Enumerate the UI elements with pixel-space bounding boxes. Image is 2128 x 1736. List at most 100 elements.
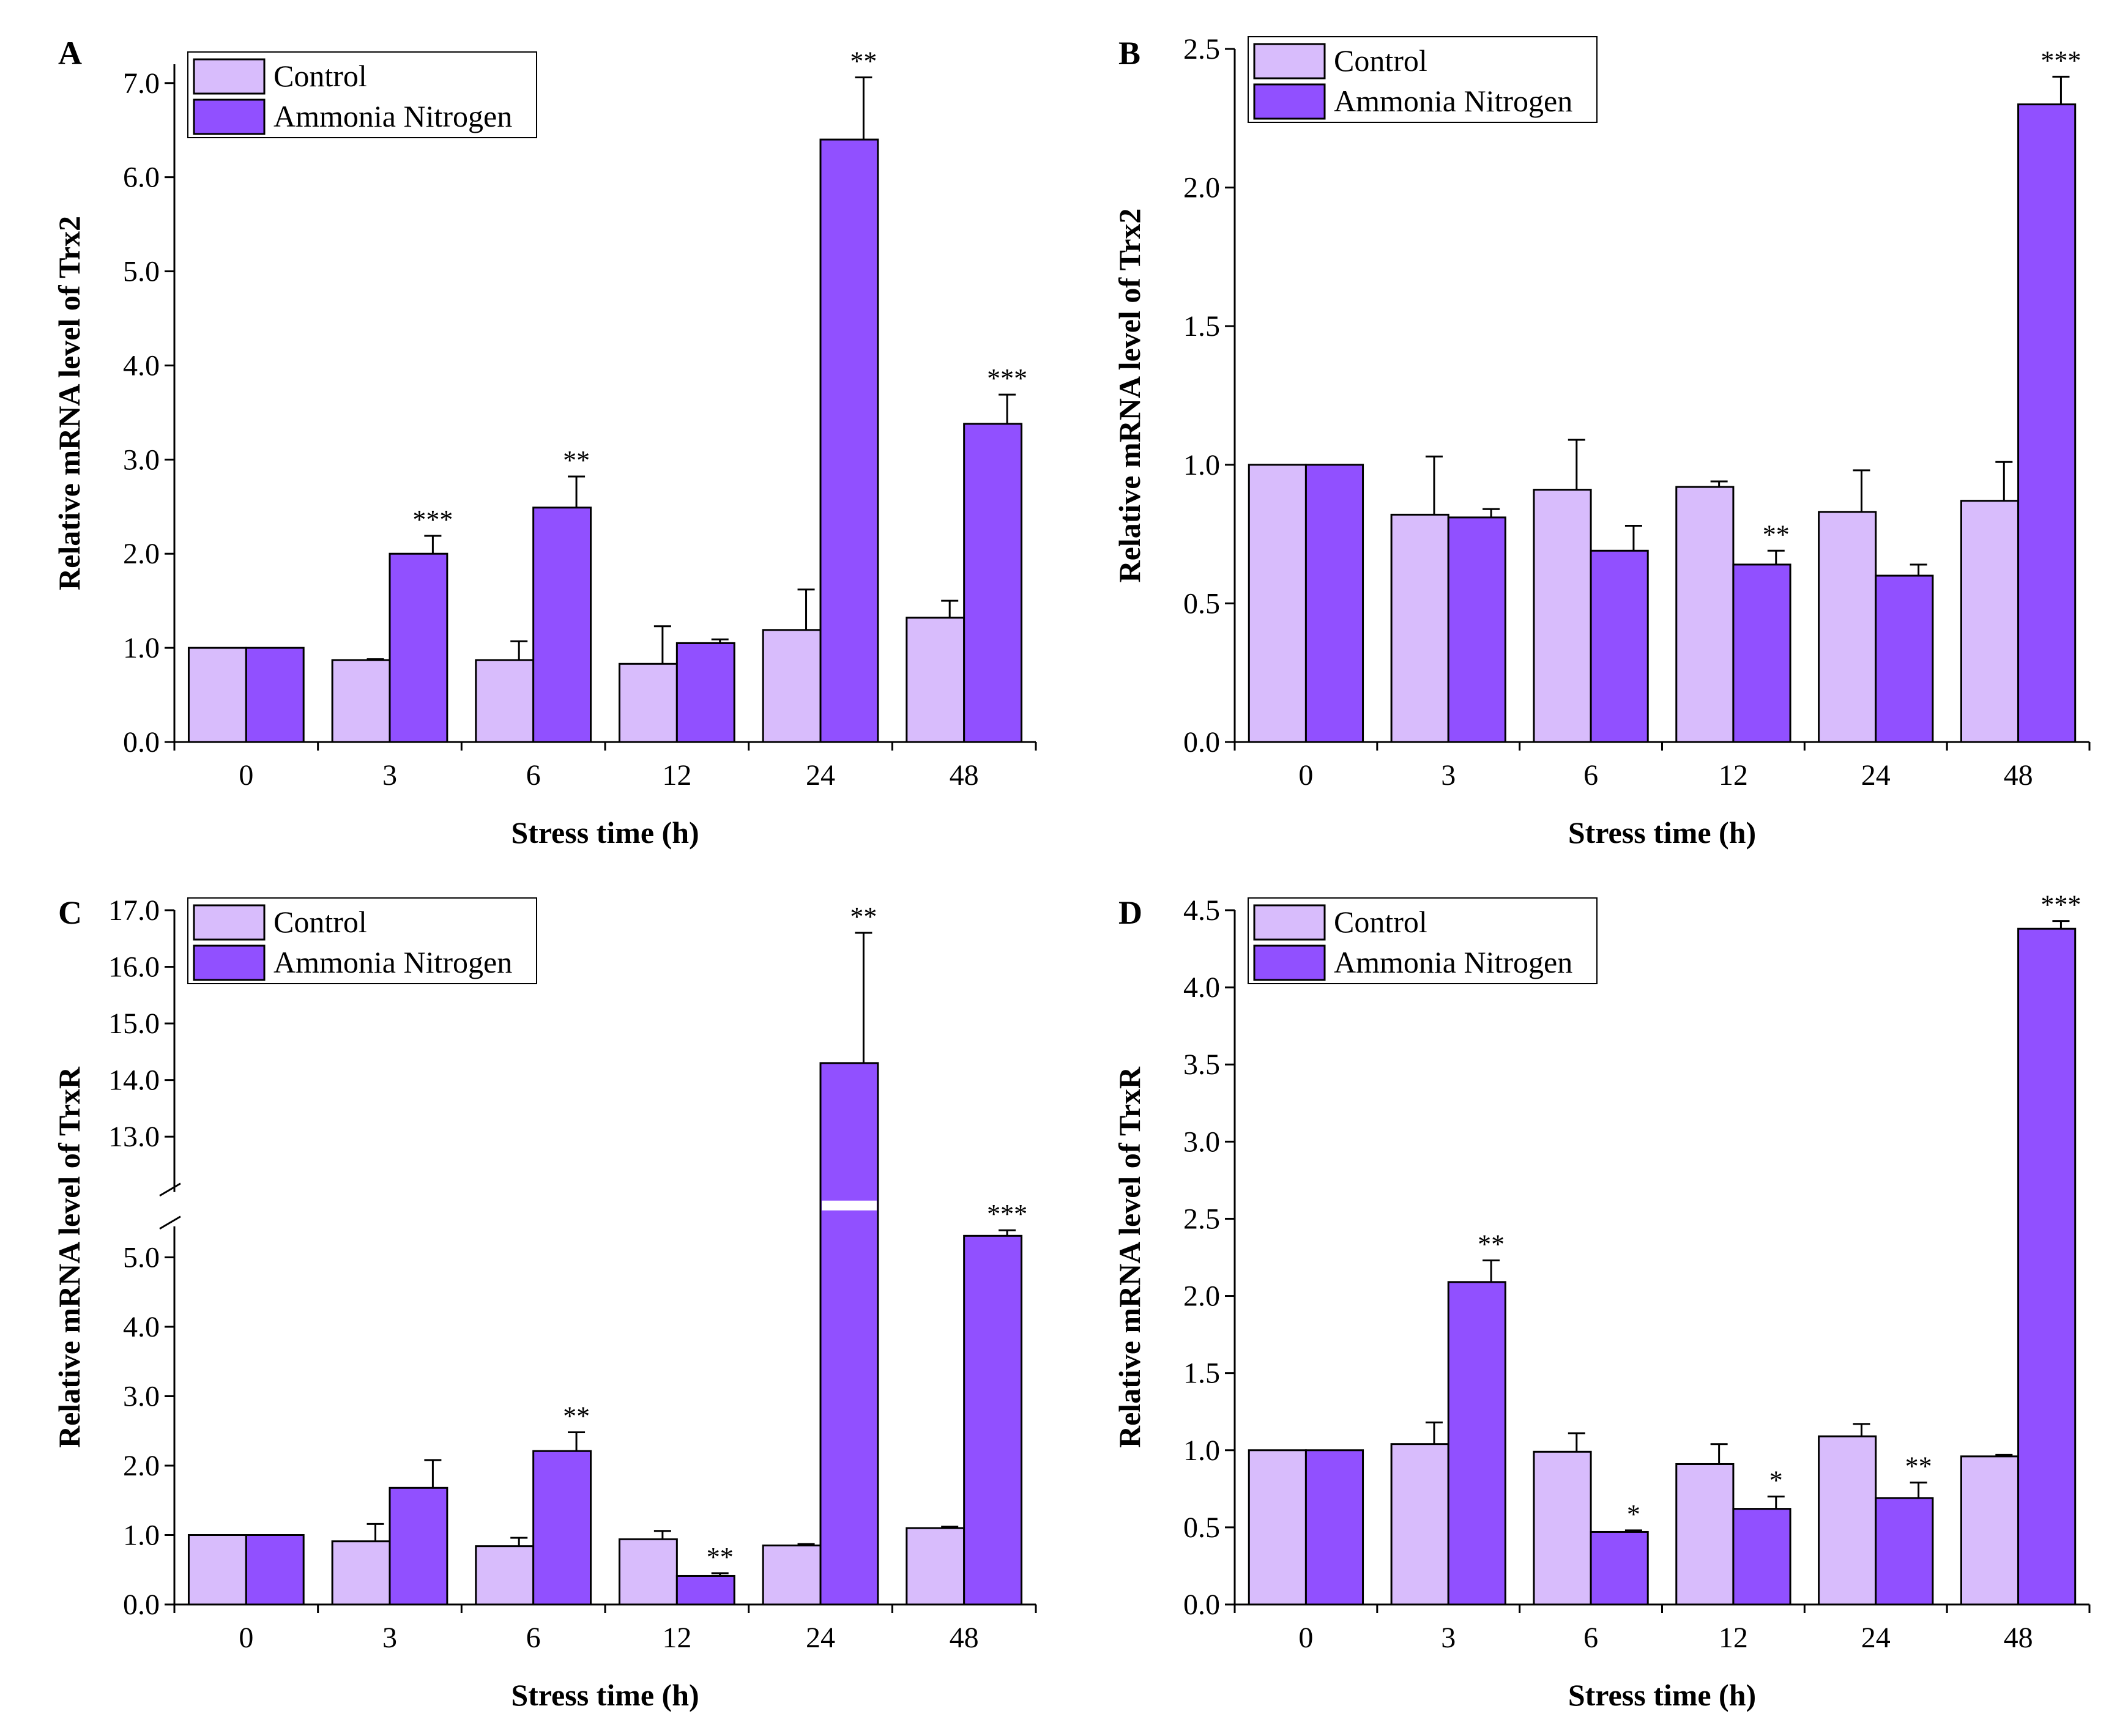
significance-group: *********	[1478, 890, 2081, 1529]
ammonia-bar-48	[2017, 927, 2077, 1606]
x-tick-label: 3	[1441, 759, 1456, 792]
control-bar-48	[906, 1527, 965, 1606]
control-bar-48	[906, 617, 965, 743]
x-tick-label: 6	[1583, 1622, 1598, 1654]
legend-swatch-control	[193, 904, 266, 941]
x-axis-title: Stress time (h)	[511, 815, 699, 850]
control-bar-0	[187, 647, 247, 743]
y-tick-label: 4.0	[123, 1311, 160, 1343]
y-tick-label: 1.5	[1183, 1357, 1220, 1390]
y-tick-label: 1.0	[123, 1519, 160, 1552]
axis-break-mark	[159, 1182, 181, 1197]
x-tick-label: 48	[2004, 1622, 2033, 1654]
y-tick-label: 0.5	[1183, 1512, 1220, 1544]
significance-marker: ***	[987, 363, 1027, 393]
ammonia-bar-0	[1304, 464, 1364, 743]
legend-swatch-ammonia	[193, 98, 266, 135]
ammonia-bar-0	[1304, 1449, 1364, 1606]
x-tick-label: 48	[950, 759, 979, 792]
ammonia-bar-24	[1875, 1497, 1934, 1606]
ammonia-bar-3	[389, 552, 448, 743]
x-tick-label: 6	[526, 1622, 541, 1654]
y-tick-label: 14.0	[108, 1064, 160, 1097]
x-tick-label: 12	[1719, 759, 1748, 792]
ammonia-bar-12	[1732, 1508, 1791, 1606]
y-tick-label: 1.0	[123, 632, 160, 664]
control-bar-6	[1533, 489, 1592, 743]
y-tick-label: 2.5	[1183, 33, 1220, 65]
legend-swatch-control	[1253, 43, 1326, 80]
y-tick-label: 2.5	[1183, 1203, 1220, 1235]
panel-C: *********0.01.02.03.04.05.013.014.015.01…	[52, 894, 1037, 1712]
x-tick-label: 0	[1298, 759, 1313, 792]
y-tick-label: 3.0	[123, 1381, 160, 1413]
x-axis-title: Stress time (h)	[511, 1678, 699, 1712]
y-tick-label: 4.5	[1183, 894, 1220, 927]
y-tick-label: 3.0	[123, 443, 160, 476]
legend-label: Ammonia Nitrogen	[273, 99, 512, 133]
significance-marker: *	[1769, 1465, 1783, 1495]
significance-marker: **	[563, 1401, 590, 1431]
control-bar-24	[762, 629, 822, 743]
y-tick-label: 17.0	[108, 894, 160, 927]
x-tick-label: 48	[950, 1622, 979, 1654]
y-tick-label: 2.0	[1183, 172, 1220, 204]
panel-letter: B	[1118, 35, 1140, 72]
legend-swatch-control	[193, 58, 266, 95]
legend-label: Control	[1334, 905, 1427, 939]
panel-letter: A	[58, 35, 82, 72]
significance-marker: ***	[2041, 45, 2081, 75]
legend-label: Control	[273, 905, 367, 939]
significance-marker: **	[850, 46, 877, 76]
ammonia-bar-24	[819, 1062, 879, 1606]
legend-label: Control	[273, 59, 367, 93]
control-bar-3	[331, 1540, 391, 1606]
significance-marker: ***	[987, 1199, 1027, 1229]
x-axis-title: Stress time (h)	[1568, 1678, 1756, 1712]
y-tick-label: 13.0	[108, 1121, 160, 1153]
significance-marker: ***	[412, 505, 453, 535]
x-tick-label: 0	[1298, 1622, 1313, 1654]
ammonia-bar-6	[532, 1450, 592, 1606]
x-tick-label: 3	[1441, 1622, 1456, 1654]
legend: Control Ammonia Nitrogen	[1248, 36, 1598, 123]
control-bar-3	[1390, 513, 1449, 743]
y-tick-label: 4.0	[1183, 971, 1220, 1004]
significance-group: *****	[1763, 45, 2081, 549]
significance-group: **********	[412, 46, 1027, 535]
x-tick-label: 3	[382, 759, 397, 792]
control-bar-48	[1960, 1455, 2020, 1606]
y-tick-label: 15.0	[108, 1007, 160, 1040]
control-bar-12	[618, 662, 678, 743]
x-tick-label: 0	[239, 759, 253, 792]
y-tick-label: 2.0	[123, 1450, 160, 1482]
ammonia-bar-0	[245, 647, 305, 743]
y-tick-label: 1.5	[1183, 310, 1220, 343]
panel-A: **********0.01.02.03.04.05.06.07.00 3 6 12 2…	[52, 35, 1037, 850]
ammonia-bar-6	[532, 506, 592, 743]
significance-marker: ***	[2041, 890, 2081, 920]
x-tick-label: 0	[239, 1622, 253, 1654]
y-tick-label: 1.0	[1183, 1434, 1220, 1467]
y-tick-label: 4.0	[123, 349, 160, 382]
bar-break-gap	[822, 1200, 877, 1211]
panel-D: **** *****0.00.51.01.52.02.53.03.54.04.50…	[1112, 890, 2091, 1712]
ammonia-bar-3	[389, 1486, 448, 1606]
y-axis-title: Relative mRNA level of Trx2	[1112, 209, 1147, 583]
panel-letter: D	[1118, 894, 1142, 931]
y-tick-label: 5.0	[123, 1242, 160, 1274]
x-tick-label: 12	[662, 1622, 691, 1654]
significance-marker: **	[850, 902, 877, 932]
x-axis-title: Stress time (h)	[1568, 815, 1756, 850]
legend-swatch-ammonia	[1253, 83, 1326, 120]
panel-letter: C	[58, 894, 82, 931]
x-tick-label: 12	[662, 759, 691, 792]
control-bar-3	[1390, 1443, 1449, 1606]
x-tick-label: 24	[1861, 759, 1891, 792]
legend: Control Ammonia Nitrogen	[1248, 897, 1598, 984]
significance-marker: **	[1478, 1230, 1505, 1259]
control-bar-48	[1960, 500, 2020, 743]
legend-label: Ammonia Nitrogen	[1334, 84, 1572, 118]
control-bar-0	[1248, 464, 1307, 743]
